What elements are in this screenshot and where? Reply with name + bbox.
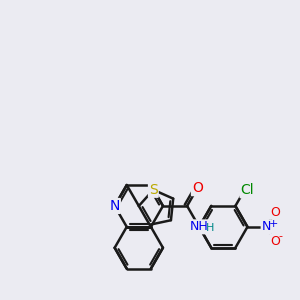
- Text: O: O: [192, 181, 203, 195]
- Text: +: +: [269, 220, 278, 230]
- Text: N: N: [262, 220, 271, 233]
- Text: -: -: [278, 231, 282, 241]
- Text: NH: NH: [190, 220, 208, 233]
- Text: N: N: [110, 199, 120, 213]
- Text: O: O: [270, 235, 280, 248]
- Text: S: S: [149, 183, 158, 197]
- Text: H: H: [206, 223, 214, 233]
- Text: O: O: [270, 206, 280, 219]
- Text: Cl: Cl: [241, 183, 254, 197]
